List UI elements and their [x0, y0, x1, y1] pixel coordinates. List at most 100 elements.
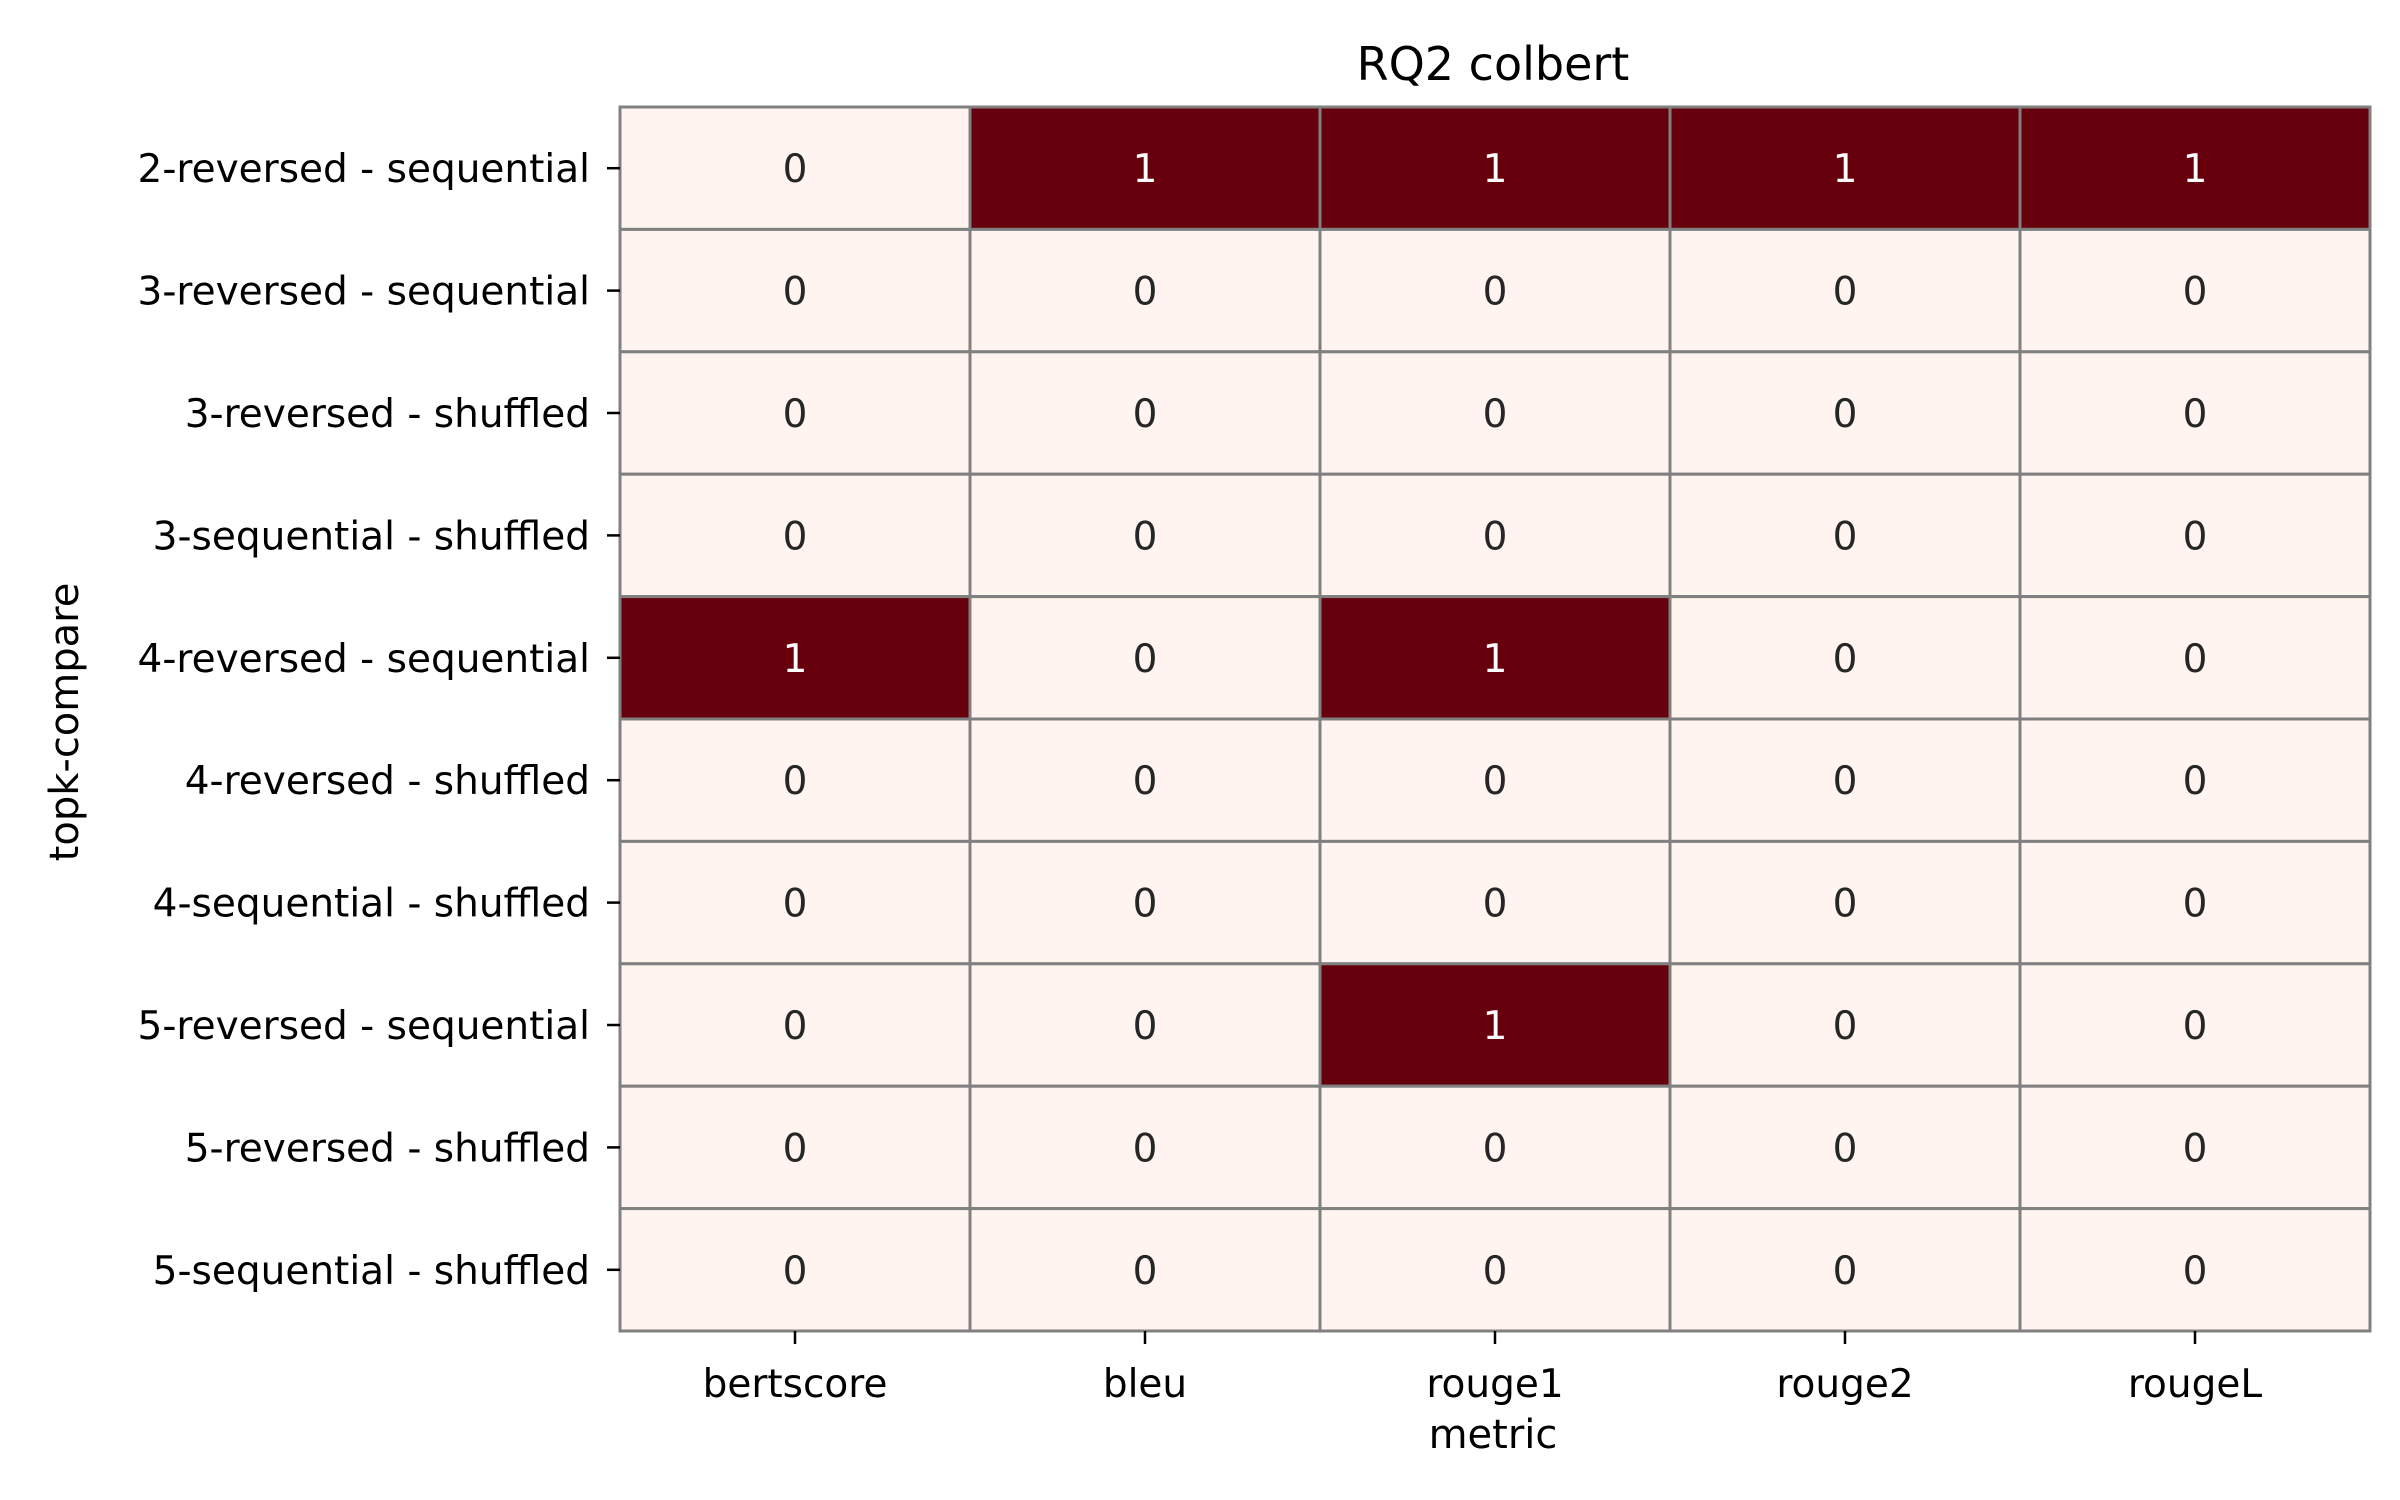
heatmap-cell: [1668, 1207, 2022, 1333]
cell-value-label: 0: [2183, 270, 2208, 315]
y-tick-label: 5-reversed - sequential: [138, 1004, 590, 1049]
heatmap-cell: [1318, 1207, 1672, 1333]
cell-value-label: 1: [2183, 147, 2208, 192]
cell-value-label: 1: [1483, 1004, 1508, 1049]
cell-value-label: 0: [2183, 759, 2208, 804]
cell-value-label: 0: [1833, 270, 1858, 315]
x-tick-label: rouge1: [1426, 1362, 1563, 1407]
cell-value-label: 0: [1483, 1126, 1508, 1171]
cell-value-label: 1: [1483, 147, 1508, 192]
heatmap-cell: [1318, 227, 1672, 354]
cell-value-label: 0: [1483, 392, 1508, 437]
y-tick-label: 5-reversed - shuffled: [185, 1126, 590, 1171]
heatmap-cell: [1318, 717, 1672, 843]
heatmap-cell: [618, 595, 972, 721]
heatmap-cell: [1668, 962, 2022, 1088]
cell-value-label: 1: [1483, 637, 1508, 682]
heatmap-cell: [2018, 227, 2372, 354]
y-axis: 2-reversed - sequential 3-reversed - sequ…: [138, 147, 620, 1294]
cell-value-label: 0: [783, 270, 808, 315]
heatmap-cell: [1668, 472, 2022, 599]
cell-value-label: 0: [783, 514, 808, 559]
cell-value-label: 0: [783, 1249, 808, 1294]
x-axis: bertscore bleu rouge1 rouge2 rougeL: [703, 1331, 2263, 1407]
heatmap-cell: [1318, 472, 1672, 599]
y-tick-label: 3-reversed - sequential: [138, 270, 590, 315]
heatmap-cell: [2018, 595, 2372, 721]
heatmap-cell: [1668, 350, 2022, 476]
cell-value-label: 0: [2183, 637, 2208, 682]
cell-value-label: 0: [1483, 514, 1508, 559]
x-tick-label: rougeL: [2128, 1362, 2263, 1407]
heatmap-cell: [2018, 717, 2372, 843]
cell-value-label: 0: [1133, 514, 1158, 559]
cell-value-label: 1: [1833, 147, 1858, 192]
cell-value-label: 0: [2183, 1126, 2208, 1171]
x-axis-label: metric: [1429, 1412, 1558, 1458]
heatmap-cell: [968, 962, 1322, 1088]
y-tick-label: 3-reversed - shuffled: [185, 392, 590, 437]
heatmap-cell: [618, 1207, 972, 1333]
heatmap-cell: [1668, 717, 2022, 843]
cell-value-label: 0: [1133, 759, 1158, 804]
heatmap-cell: [618, 839, 972, 966]
heatmap-cell: [968, 1084, 1322, 1211]
cell-value-label: 0: [1133, 1249, 1158, 1294]
heatmap-cell: [1318, 1084, 1672, 1211]
cell-value-label: 0: [1833, 759, 1858, 804]
heatmap-cell: [968, 1207, 1322, 1333]
heatmap-cell: [968, 472, 1322, 599]
cell-value-label: 0: [1483, 1249, 1508, 1294]
heatmap-cell: [1318, 105, 1672, 231]
y-tick-label: 3-sequential - shuffled: [153, 514, 590, 559]
cell-value-label: 0: [1483, 882, 1508, 927]
heatmap-cell: [968, 350, 1322, 476]
heatmap-cell: [968, 595, 1322, 721]
y-tick-label: 4-reversed - shuffled: [185, 759, 590, 804]
cell-value-label: 0: [2183, 1249, 2208, 1294]
chart-title: RQ2 colbert: [1357, 37, 1630, 91]
cell-value-label: 0: [783, 882, 808, 927]
y-tick-label: 2-reversed - sequential: [138, 147, 590, 192]
x-tick-label: rouge2: [1776, 1362, 1913, 1407]
cell-value-label: 0: [783, 147, 808, 192]
cell-value-label: 0: [1133, 637, 1158, 682]
cell-value-label: 1: [783, 637, 808, 682]
cell-value-label: 0: [1833, 514, 1858, 559]
cell-value-label: 0: [2183, 392, 2208, 437]
cell-value-label: 0: [1133, 270, 1158, 315]
cell-value-label: 0: [1133, 392, 1158, 437]
cell-value-label: 0: [1133, 1126, 1158, 1171]
cell-value-label: 0: [1483, 759, 1508, 804]
heatmap-cell: [2018, 1207, 2372, 1333]
cell-value-label: 0: [1833, 1126, 1858, 1171]
heatmap-cell: [2018, 962, 2372, 1088]
cell-value-label: 0: [1833, 392, 1858, 437]
cell-value-label: 0: [2183, 882, 2208, 927]
cell-value-label: 0: [783, 1004, 808, 1049]
cell-value-label: 0: [1833, 1004, 1858, 1049]
heatmap-cell: [618, 962, 972, 1088]
cell-value-label: 0: [783, 392, 808, 437]
heatmap-cell: [2018, 472, 2372, 599]
heatmap-cell: [1318, 595, 1672, 721]
heatmap-cell: [618, 105, 972, 231]
cell-annotations: 0 1 1 1 1 0 0 0 0 0 0 0 0 0 0 0 0 0 0 0 1 0 1 0 0 0 0 0 0 0 0 0 0 0 0 0 0 1 0 0…: [783, 147, 2208, 1294]
cell-value-label: 0: [783, 1126, 808, 1171]
cell-value-label: 0: [2183, 1004, 2208, 1049]
cell-value-label: 0: [1833, 637, 1858, 682]
cell-value-label: 0: [2183, 514, 2208, 559]
cell-value-label: 0: [1483, 270, 1508, 315]
x-tick-label: bleu: [1103, 1362, 1187, 1407]
heatmap-cell: [2018, 1084, 2372, 1211]
cell-value-label: 0: [1133, 882, 1158, 927]
cell-value-label: 1: [1133, 147, 1158, 192]
heatmap-cell: [968, 717, 1322, 843]
cell-value-label: 0: [783, 759, 808, 804]
x-tick-label: bertscore: [703, 1362, 888, 1407]
y-tick-label: 4-reversed - sequential: [138, 637, 590, 682]
y-tick-label: 5-sequential - shuffled: [153, 1249, 590, 1294]
y-tick-label: 4-sequential - shuffled: [153, 882, 590, 927]
cell-value-label: 0: [1833, 1249, 1858, 1294]
